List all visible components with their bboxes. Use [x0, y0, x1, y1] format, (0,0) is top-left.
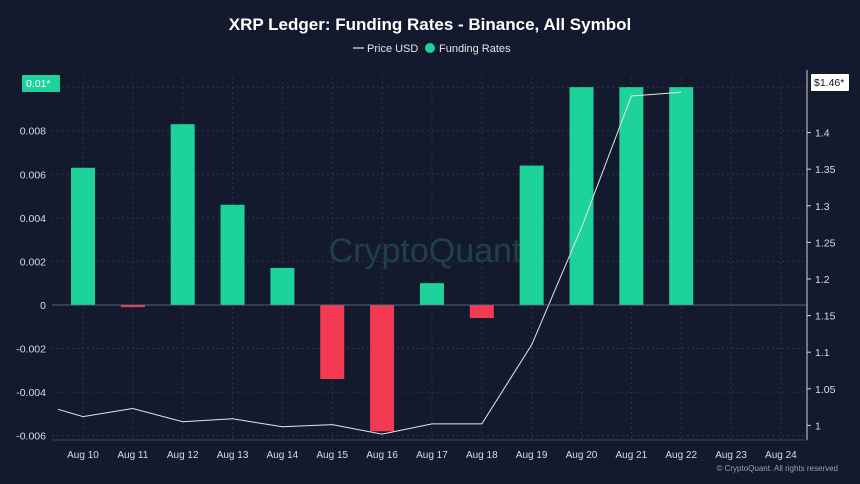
bar-aug-22	[669, 87, 694, 305]
chart-title: XRP Ledger: Funding Rates - Binance, All…	[229, 15, 631, 34]
x-axis-ticks: Aug 10 Aug 11 Aug 12 Aug 13 Aug 14 Aug 15 Aug …	[67, 450, 797, 461]
bar-aug-19	[519, 165, 544, 305]
bar-aug-13	[220, 204, 245, 305]
x-tick-label: Aug 14	[267, 450, 299, 461]
x-tick-label: Aug 11	[117, 450, 148, 461]
bar-aug-10	[71, 167, 95, 305]
x-tick-label: Aug 24	[765, 450, 797, 461]
legend-price-label: Price USD	[367, 43, 418, 55]
right-tick-label: 1.25	[815, 237, 836, 249]
credit-text: © CryptoQuant. All rights reserved	[717, 464, 839, 473]
left-tick-label: 0.006	[20, 169, 46, 181]
left-axis-ticks: 0.008 0.006 0.004 0.002 0 -0.002 -0.004 -0.006	[16, 126, 46, 443]
left-tick-label: 0.002	[20, 256, 46, 268]
right-tick-label: 1.1	[815, 347, 830, 359]
x-tick-label: Aug 13	[217, 450, 249, 461]
right-tick-label: 1.2	[815, 274, 830, 286]
left-badge-text: 0.01*	[26, 78, 51, 90]
price-line	[57, 91, 682, 435]
bar-aug-18	[469, 304, 494, 319]
left-tick-label: 0.004	[20, 213, 46, 225]
x-tick-label: Aug 20	[566, 450, 598, 461]
bar-aug-16	[370, 304, 395, 432]
bar-aug-12	[170, 124, 195, 305]
bar-aug-17	[419, 283, 444, 305]
legend-bar-marker	[425, 43, 435, 53]
right-tick-label: 1.4	[815, 128, 830, 140]
left-tick-label: 0.008	[20, 126, 46, 138]
x-tick-label: Aug 23	[715, 450, 747, 461]
right-tick-label: 1.3	[815, 201, 830, 213]
left-tick-label: 0	[40, 300, 46, 312]
x-tick-label: Aug 19	[516, 450, 548, 461]
x-tick-label: Aug 17	[416, 450, 448, 461]
right-tick-label: 1	[815, 420, 821, 432]
x-tick-label: Aug 22	[665, 450, 697, 461]
bar-aug-20	[569, 87, 594, 305]
bars	[71, 87, 694, 432]
right-tick-label: 1.05	[815, 384, 836, 396]
watermark: CryptoQuant	[329, 232, 522, 270]
bar-aug-15	[320, 304, 345, 380]
legend: Price USD Funding Rates	[353, 43, 511, 55]
left-tick-label: -0.004	[16, 387, 46, 399]
right-badge: $1.46*	[811, 74, 849, 91]
right-tick-label: 1.35	[815, 164, 836, 176]
right-badge-text: $1.46*	[814, 77, 844, 89]
x-tick-label: Aug 10	[67, 450, 99, 461]
axes	[52, 70, 808, 441]
x-tick-label: Aug 18	[466, 450, 498, 461]
bar-aug-11	[120, 304, 145, 308]
bar-aug-14	[270, 267, 295, 305]
left-tick-label: -0.006	[16, 431, 46, 443]
bar-aug-21	[619, 87, 644, 305]
x-tick-label: Aug 16	[366, 450, 398, 461]
x-tick-label: Aug 21	[615, 450, 647, 461]
x-tick-label: Aug 12	[167, 450, 199, 461]
legend-funding-label: Funding Rates	[439, 43, 511, 55]
x-tick-label: Aug 15	[316, 450, 348, 461]
right-tick-label: 1.15	[815, 311, 836, 323]
left-badge: 0.01*	[22, 75, 60, 92]
left-tick-label: -0.002	[16, 344, 46, 356]
price-usd-line	[57, 91, 682, 435]
right-axis-ticks: 1.4 1.35 1.3 1.25 1.2 1.15 1.1 1.05 1	[807, 128, 836, 432]
